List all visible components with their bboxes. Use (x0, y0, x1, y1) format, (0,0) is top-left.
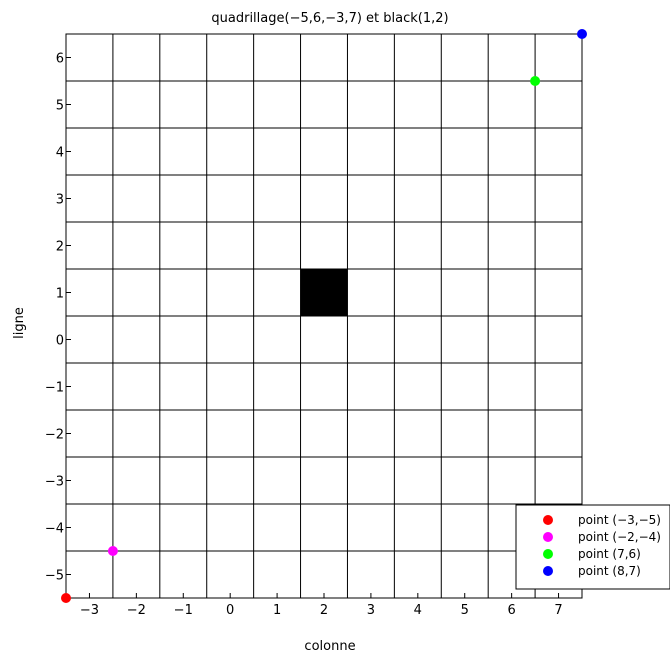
x-tick-label: −3 (80, 603, 99, 618)
data-point (61, 593, 71, 603)
y-tick-label: −5 (45, 569, 64, 584)
chart-title: quadrillage(−5,6,−3,7) et black(1,2) (211, 11, 448, 26)
y-tick-label: −3 (45, 475, 64, 490)
y-tick-label: 2 (56, 240, 64, 255)
x-axis-label: colonne (304, 639, 355, 654)
y-tick-label: −2 (45, 428, 64, 443)
x-tick-label: 6 (507, 603, 515, 618)
legend-marker (543, 532, 553, 542)
y-tick-label: 5 (56, 99, 64, 114)
data-point (530, 76, 541, 86)
legend-label: point (7,6) (578, 547, 641, 561)
legend: point (−3,−5) point (−2,−4) point (7,6) poi… (515, 504, 670, 590)
legend-marker (543, 549, 553, 559)
legend-label: point (−2,−4) (578, 530, 661, 544)
x-tick-label: 2 (320, 603, 328, 618)
x-tick-label: 4 (414, 603, 422, 618)
y-tick-label: 3 (56, 193, 64, 208)
x-tick-label: 0 (226, 603, 234, 618)
legend-marker (543, 566, 553, 576)
legend-label: point (−3,−5) (578, 513, 661, 527)
black-cell-layer (300, 269, 348, 316)
y-tick-label: −1 (45, 381, 64, 396)
x-tick-label: −1 (174, 603, 193, 618)
x-tick-label: 1 (273, 603, 281, 618)
x-tick-label: 5 (461, 603, 469, 618)
legend-box (515, 504, 670, 590)
data-point (577, 29, 587, 39)
x-tick-label: −2 (127, 603, 146, 618)
legend-label: point (8,7) (578, 564, 641, 578)
y-tick-label: −4 (45, 522, 64, 537)
black-cell (300, 269, 348, 316)
ticks: −3 −2 −1 0 1 2 3 4 5 6 7 6 5 4 3 2 1 0 −1 −2 −3 −4 −5 (45, 52, 563, 619)
y-tick-label: 0 (56, 334, 64, 349)
y-axis-label: ligne (12, 307, 27, 339)
legend-marker (543, 515, 553, 525)
data-points (61, 29, 587, 603)
x-tick-label: 7 (554, 603, 562, 618)
y-tick-label: 4 (56, 146, 64, 161)
y-tick-label: 1 (56, 287, 64, 302)
grid (66, 34, 582, 598)
data-point (107, 546, 118, 556)
x-tick-label: 3 (367, 603, 375, 618)
y-tick-label: 6 (56, 52, 64, 67)
